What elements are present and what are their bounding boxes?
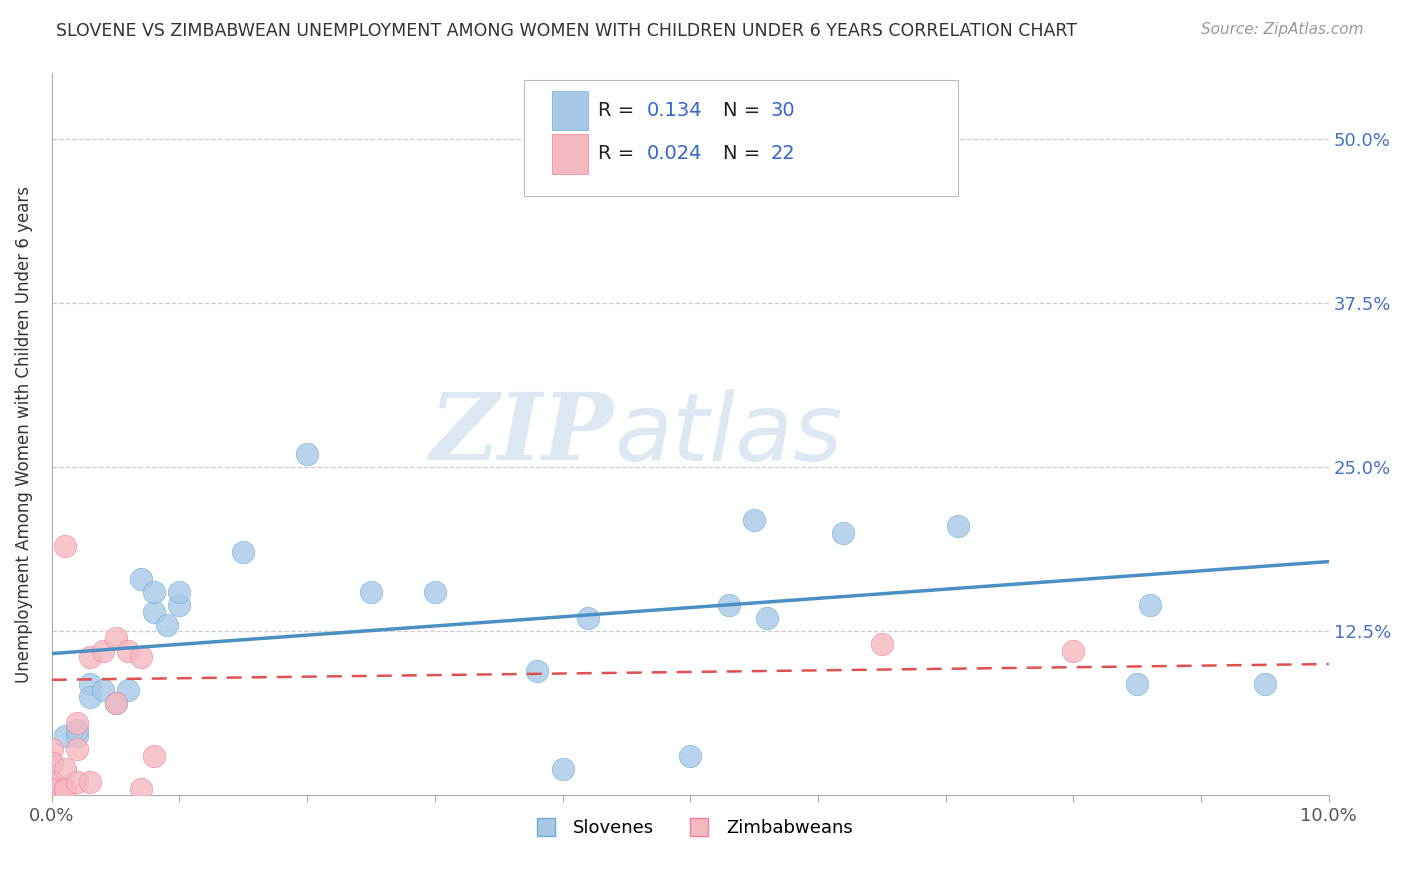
Point <box>576 611 599 625</box>
Point <box>142 584 165 599</box>
Point <box>66 723 89 737</box>
Point <box>66 775 89 789</box>
Point <box>41 742 63 756</box>
Y-axis label: Unemployment Among Women with Children Under 6 years: Unemployment Among Women with Children U… <box>15 186 32 682</box>
Point <box>832 525 855 540</box>
Text: 0.134: 0.134 <box>647 101 703 120</box>
Point <box>53 781 76 796</box>
Point <box>1254 677 1277 691</box>
Point <box>232 545 254 559</box>
Text: N =: N = <box>724 101 766 120</box>
Point <box>360 584 382 599</box>
Point <box>870 637 893 651</box>
Point <box>91 683 114 698</box>
Point <box>295 447 318 461</box>
Point <box>129 781 152 796</box>
Text: 30: 30 <box>770 101 796 120</box>
Point <box>717 598 740 612</box>
Point <box>423 584 446 599</box>
Point <box>79 650 101 665</box>
Point <box>526 664 548 678</box>
FancyBboxPatch shape <box>524 80 959 195</box>
Point <box>41 756 63 770</box>
Point <box>1062 644 1084 658</box>
Point <box>66 716 89 731</box>
Point <box>91 644 114 658</box>
Point <box>1139 598 1161 612</box>
Point <box>755 611 778 625</box>
Point <box>53 781 76 796</box>
Point <box>79 690 101 704</box>
Point <box>129 650 152 665</box>
Point <box>41 775 63 789</box>
Point <box>104 697 127 711</box>
Text: R =: R = <box>599 101 641 120</box>
Bar <box>553 91 588 130</box>
Text: ZIP: ZIP <box>429 389 613 479</box>
Point <box>948 519 970 533</box>
Text: SLOVENE VS ZIMBABWEAN UNEMPLOYMENT AMONG WOMEN WITH CHILDREN UNDER 6 YEARS CORRE: SLOVENE VS ZIMBABWEAN UNEMPLOYMENT AMONG… <box>56 22 1077 40</box>
Point <box>156 617 179 632</box>
Point <box>142 605 165 619</box>
Point <box>79 775 101 789</box>
Point <box>53 729 76 743</box>
Text: 22: 22 <box>770 145 796 163</box>
Point <box>104 631 127 645</box>
Point <box>41 781 63 796</box>
Text: R =: R = <box>599 145 641 163</box>
Text: 0.024: 0.024 <box>647 145 703 163</box>
Text: N =: N = <box>724 145 766 163</box>
Text: Source: ZipAtlas.com: Source: ZipAtlas.com <box>1201 22 1364 37</box>
Point <box>104 697 127 711</box>
Point <box>53 539 76 553</box>
Text: atlas: atlas <box>613 389 842 480</box>
Point <box>551 762 574 776</box>
Point <box>66 729 89 743</box>
Point <box>53 762 76 776</box>
Point <box>1126 677 1149 691</box>
Point <box>742 512 765 526</box>
Point <box>117 644 139 658</box>
Point <box>169 584 191 599</box>
Point <box>169 598 191 612</box>
Point <box>79 677 101 691</box>
Bar <box>553 134 588 174</box>
Point <box>117 683 139 698</box>
Legend: Slovenes, Zimbabweans: Slovenes, Zimbabweans <box>520 812 860 844</box>
Point <box>129 572 152 586</box>
Point <box>142 749 165 764</box>
Point <box>679 749 702 764</box>
Point <box>66 742 89 756</box>
